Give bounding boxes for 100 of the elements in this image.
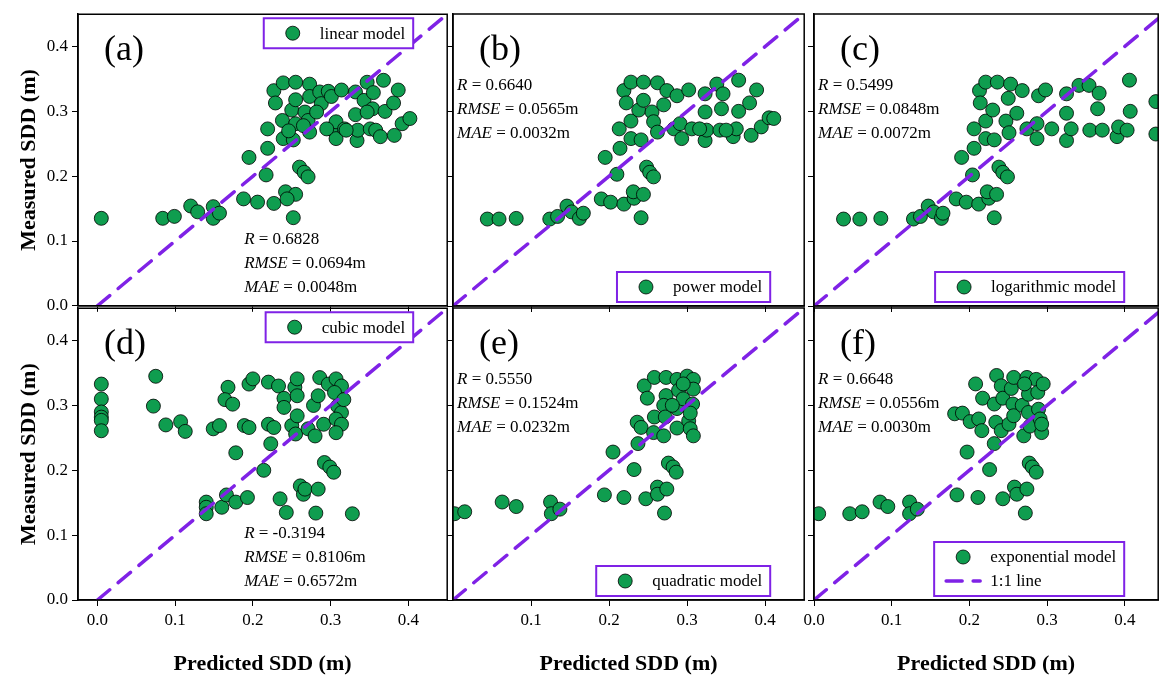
x-tick-label: 0.4 [754, 609, 777, 629]
point [685, 428, 701, 444]
annotation: R = 0.6640 [456, 75, 533, 94]
legend-label: linear model [319, 23, 406, 43]
y-tick-label: 0.3 [46, 394, 68, 414]
point [1122, 72, 1137, 88]
x-tick-label: 0.2 [598, 609, 620, 629]
x-tick-label: 0.3 [676, 609, 698, 629]
annotation: (d) [104, 322, 146, 363]
y-axis-title: Measured SDD (m) [14, 69, 40, 251]
x-tick-label: 0.2 [958, 609, 981, 629]
x-tick-label: 0.1 [520, 609, 542, 629]
point [1094, 122, 1110, 138]
point [970, 490, 986, 505]
point [1090, 101, 1105, 117]
x-tick-label: 0.1 [164, 609, 186, 629]
point [1000, 90, 1016, 106]
y-tick-label: 0.4 [46, 330, 69, 350]
annotation: (b) [479, 28, 521, 68]
point [985, 102, 1001, 118]
point [1014, 83, 1030, 98]
x-tick-label: 0.3 [319, 609, 342, 629]
point [989, 186, 1004, 202]
annotation: (e) [479, 322, 519, 362]
point [675, 376, 691, 392]
point [664, 397, 680, 413]
point [1044, 121, 1060, 137]
point [1122, 103, 1138, 119]
point [494, 494, 510, 510]
y-tick-label: 0.0 [46, 589, 68, 609]
point [982, 462, 997, 477]
x-tick-label: 0.0 [803, 609, 825, 629]
y-tick-label: 0.1 [46, 230, 68, 250]
annotation: MAE = 0.0030m [817, 417, 931, 436]
x-tick-label: 0.1 [881, 609, 903, 629]
legend-label: logarithmic model [991, 277, 1117, 297]
annotation: R = 0.5550 [456, 369, 533, 388]
annotation: MAE = 0.0072m [817, 123, 931, 142]
legend-label: cubic model [321, 317, 406, 337]
point [1000, 169, 1015, 185]
annotation: R = 0.6828 [243, 228, 320, 248]
annotation: R = -0.3194 [243, 523, 326, 542]
point [669, 420, 685, 436]
x-axis-title: Predicted SDD (m) [539, 650, 718, 676]
point [1017, 376, 1032, 392]
point [954, 150, 970, 165]
point [854, 504, 870, 520]
point [873, 211, 889, 226]
point [958, 194, 974, 210]
point [597, 487, 612, 503]
x-axis-title: Predicted SDD (m) [173, 650, 352, 676]
point [1019, 481, 1035, 497]
point [1082, 122, 1098, 138]
annotation: RMSE = 0.0694m [243, 252, 366, 272]
point [986, 436, 1002, 452]
point [1119, 122, 1135, 138]
y-axis-title: Measured SDD (m) [14, 363, 40, 545]
point [1063, 121, 1079, 137]
x-axis-title: Predicted SDD (m) [897, 650, 1076, 676]
y-tick-label: 0.1 [46, 524, 68, 544]
point [1034, 416, 1050, 432]
point [1035, 376, 1051, 392]
y-tick-label: 0.0 [46, 295, 68, 315]
annotation: RMSE = 0.1524m [456, 393, 579, 412]
annotation: MAE = 0.0048m [243, 276, 358, 296]
legend-label: power model [672, 277, 763, 297]
annotation: RMSE = 0.0565m [456, 99, 579, 118]
point [966, 121, 982, 137]
point [626, 462, 642, 477]
annotation: MAE = 0.0232m [456, 417, 570, 436]
point [935, 205, 951, 221]
point [1001, 125, 1017, 141]
point [842, 506, 858, 522]
point [995, 491, 1011, 507]
annotation: (f) [840, 322, 876, 362]
point [986, 132, 1002, 148]
annotation: (a) [104, 28, 144, 69]
legend-label: quadratic model [652, 571, 763, 591]
legend-label: 1:1 line [990, 571, 1042, 591]
y-tick-label: 0.4 [46, 36, 69, 56]
point [633, 420, 649, 435]
point [639, 390, 655, 406]
y-tick-label: 0.3 [46, 100, 68, 120]
point [657, 505, 672, 521]
x-tick-label: 0.2 [242, 609, 264, 629]
annotation: MAE = 0.0032m [456, 123, 570, 142]
point [978, 113, 994, 129]
point [1091, 85, 1107, 101]
annotation: R = 0.6648 [817, 369, 894, 388]
annotation: MAE = 0.6572m [243, 571, 358, 590]
point [1003, 76, 1018, 92]
point [836, 211, 851, 227]
annotation: (c) [840, 28, 880, 68]
point [636, 378, 652, 394]
x-tick-label: 0.4 [1114, 609, 1136, 629]
point [508, 499, 524, 514]
point [959, 444, 975, 460]
point [880, 499, 896, 514]
point [955, 405, 970, 421]
point [668, 464, 684, 480]
